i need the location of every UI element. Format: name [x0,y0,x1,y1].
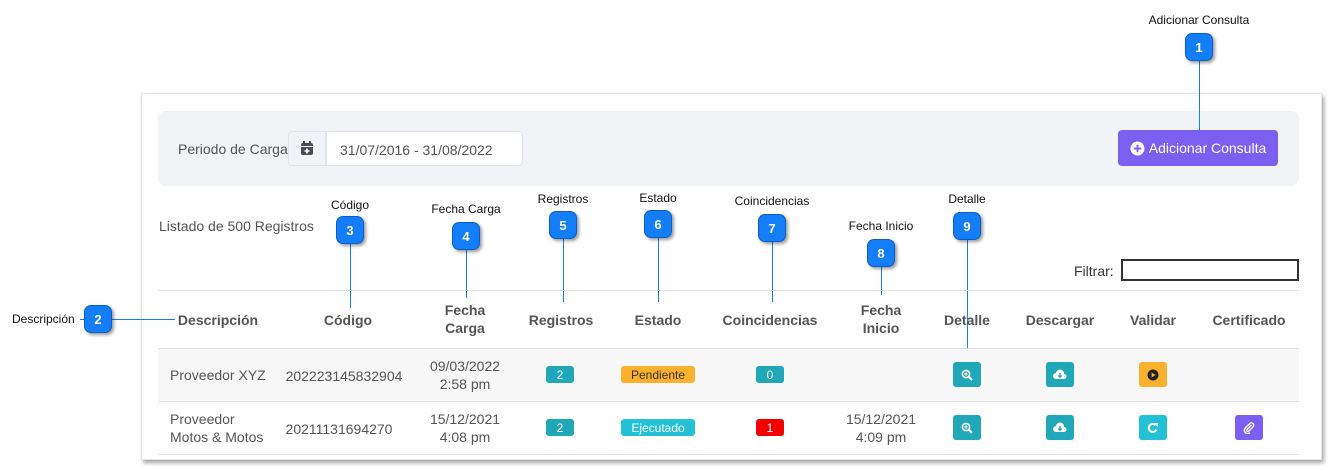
callout-label-5: Registros [537,192,589,206]
period-label: Periodo de Carga [178,141,288,157]
row2-codigo: 20211131694270 [285,421,393,437]
add-consulta-label: Adicionar Consulta [1148,140,1267,156]
callout-1: 1 [1185,33,1213,61]
cloud-download-icon [1053,422,1067,432]
row2-fecha-carga: 15/12/2021 4:08 pm [429,411,501,445]
calendar-button[interactable] [288,131,326,166]
calendar-plus-icon [301,141,313,155]
row1-validar-button[interactable] [1139,362,1167,387]
zoom-in-icon [961,422,973,434]
row2-estado-badge: Ejecutado [621,419,695,436]
row1-coincidencias-badge: 0 [756,366,784,383]
add-consulta-button[interactable]: Adicionar Consulta [1118,130,1278,166]
row1-descripcion: Proveedor XYZ [170,367,266,383]
row2-detalle-button[interactable] [953,415,981,440]
search-input[interactable] [1121,259,1299,281]
th-descargar[interactable]: Descargar [1025,312,1095,328]
callout-label-2: Descripción [12,312,75,326]
callout-label-7: Coincidencias [734,194,810,208]
th-registros[interactable]: Registros [528,312,594,328]
callout-3: 3 [336,216,364,244]
row2-coincidencias-badge: 1 [756,419,784,436]
th-certificado[interactable]: Certificado [1212,312,1286,328]
zoom-in-icon [961,369,973,381]
callout-label-8: Fecha Inicio [848,219,914,233]
plus-circle-icon [1130,140,1145,156]
callout-8: 8 [867,239,895,267]
row2-validar-button[interactable] [1139,415,1167,440]
row1-estado-badge: Pendiente [621,366,695,383]
row1-detalle-button[interactable] [953,362,981,387]
th-validar[interactable]: Validar [1130,312,1176,328]
callout-2: 2 [84,305,112,333]
play-circle-icon [1147,369,1159,380]
table-row [158,348,1299,401]
row1-fecha-carga: 09/03/2022 2:58 pm [429,358,501,392]
callout-label-4: Fecha Carga [431,202,501,216]
callout-label-6: Estado [639,191,677,205]
th-fecha-carga[interactable]: Fecha Carga [444,302,486,336]
th-codigo[interactable]: Código [323,312,373,328]
paperclip-icon [1243,421,1255,434]
th-detalle[interactable]: Detalle [944,312,990,328]
row1-descargar-button[interactable] [1046,362,1074,387]
row1-registros-badge: 2 [546,366,574,383]
list-count: Listado de 500 Registros [159,218,314,234]
row2-certificado-button[interactable] [1235,415,1263,440]
th-descripcion[interactable]: Descripción [177,312,259,328]
th-estado[interactable]: Estado [634,312,682,328]
th-fecha-inicio[interactable]: Fecha Inicio [860,302,902,336]
row2-descargar-button[interactable] [1046,415,1074,440]
search-label: Filtrar: [1074,263,1114,279]
callout-4: 4 [452,222,480,250]
row1-codigo: 202223145832904 [285,368,403,384]
row2-descripcion: Proveedor Motos & Motos [170,411,264,445]
callout-label-3: Código [330,198,370,212]
callout-9: 9 [953,212,981,240]
redo-icon [1147,422,1158,433]
callout-5: 5 [549,211,577,239]
callout-label-1: Adicionar Consulta [1148,13,1250,27]
row2-fecha-inicio: 15/12/2021 4:09 pm [845,411,917,445]
callout-label-9: Detalle [948,192,986,206]
row2-registros-badge: 2 [546,419,574,436]
cloud-download-icon [1053,369,1067,379]
th-coincidencias[interactable]: Coincidencias [722,312,818,328]
period-date-range-input[interactable]: 31/07/2016 - 31/08/2022 [326,131,523,166]
callout-7: 7 [758,214,786,242]
callout-6: 6 [644,210,672,238]
